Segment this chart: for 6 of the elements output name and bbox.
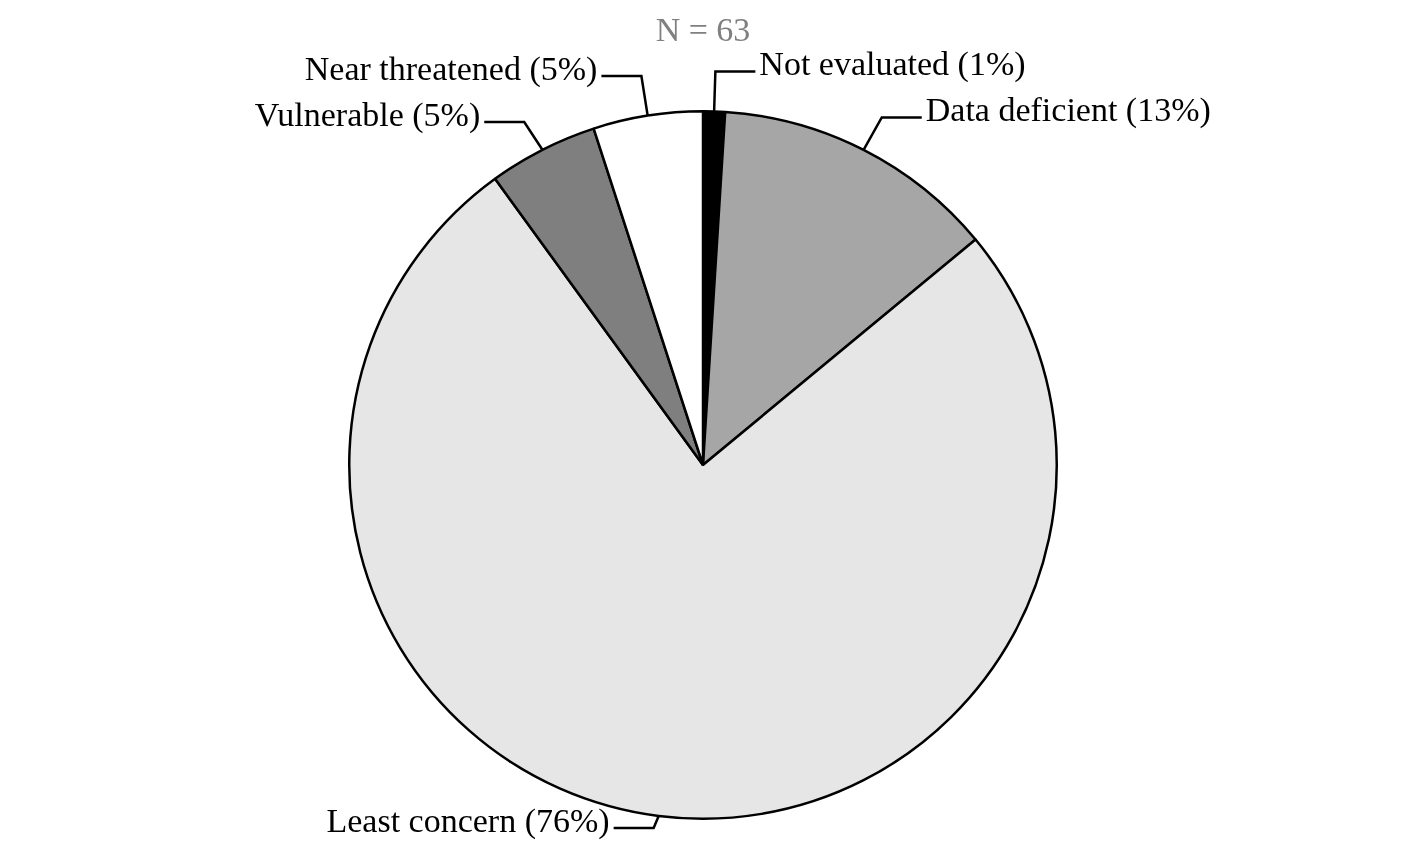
slice-label: Data deficient (13%) (925, 91, 1211, 130)
slice-label: Least concern (76%) (326, 801, 610, 840)
slice-label: Near threatened (5%) (304, 50, 598, 89)
slice-label: Not evaluated (1%) (759, 45, 1026, 84)
slice-label: Vulnerable (5%) (254, 96, 481, 135)
chart-title: N = 63 (655, 10, 751, 48)
